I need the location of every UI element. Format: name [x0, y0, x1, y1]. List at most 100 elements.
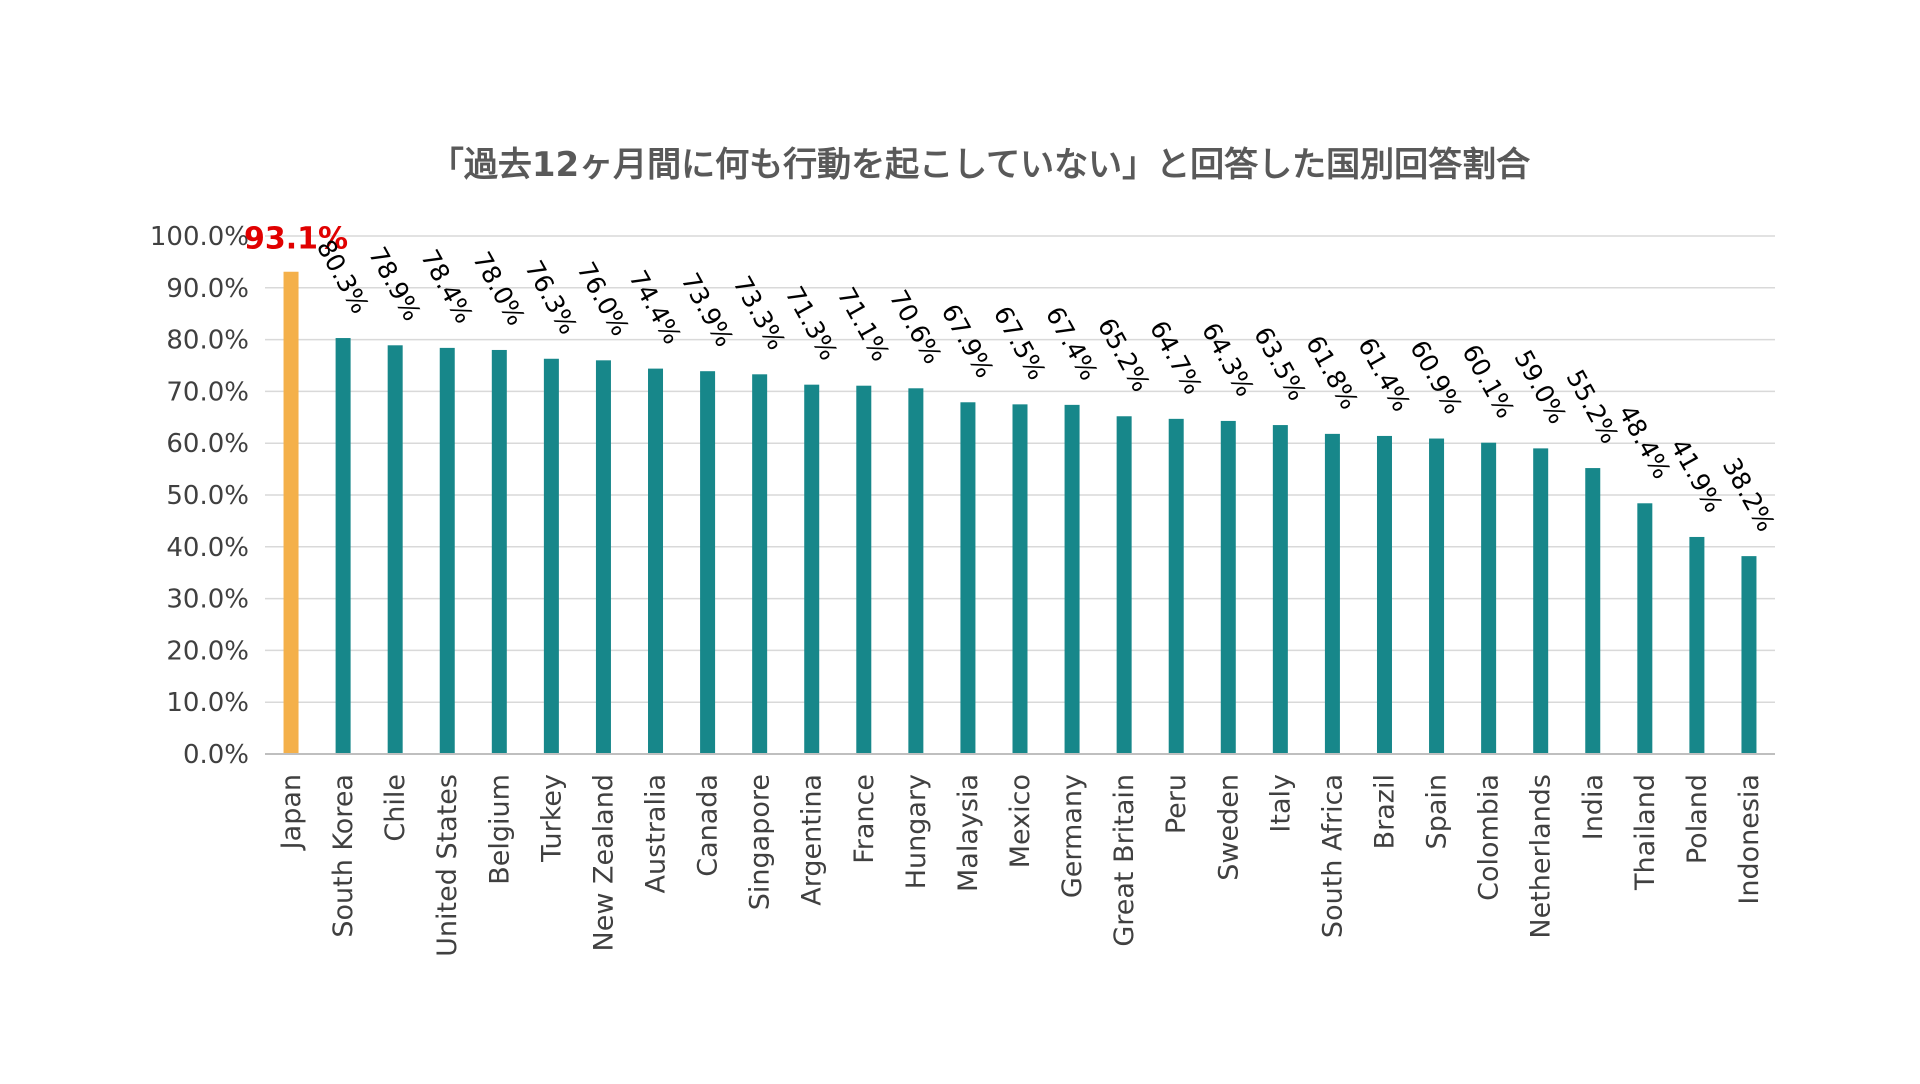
x-tick-label-japan: Japan [276, 774, 307, 851]
data-label-belgium: 78.0% [467, 247, 531, 331]
x-tick-label-india: India [1578, 774, 1609, 840]
y-axis-tick-labels: 0.0% 10.0% 20.0% 30.0% 40.0% 50.0% 60.0% 70.0% 8… [150, 222, 249, 770]
x-tick-label-great-britain: Great Britain [1109, 774, 1140, 947]
y-tick-label-1: 10.0% [166, 688, 249, 718]
x-tick-label-argentina: Argentina [797, 774, 828, 906]
y-tick-label-8: 80.0% [166, 326, 249, 356]
bar-australia [648, 368, 664, 754]
bar-peru [1168, 418, 1184, 754]
data-label-thailand: 48.4% [1613, 400, 1677, 484]
bar-germany [1064, 404, 1080, 754]
bar-chile [387, 345, 403, 754]
data-label-south-korea: 80.3% [311, 235, 375, 319]
x-tick-label-south-africa: South Africa [1317, 774, 1348, 938]
x-tick-label-sweden: Sweden [1213, 774, 1244, 881]
x-tick-label-brazil: Brazil [1369, 774, 1400, 849]
y-tick-label-9: 90.0% [166, 274, 249, 304]
y-tick-label-0: 0.0% [183, 740, 249, 770]
y-tick-label-3: 30.0% [166, 585, 249, 615]
x-tick-label-peru: Peru [1161, 774, 1192, 834]
bar-malaysia [960, 402, 976, 754]
bar-argentina [804, 384, 820, 754]
y-tick-label-2: 20.0% [166, 636, 249, 666]
bar-belgium [491, 349, 507, 754]
y-tick-label-7: 70.0% [166, 377, 249, 407]
bar-south-africa [1324, 433, 1340, 754]
bar-turkey [543, 358, 559, 754]
data-label-united-states: 78.4% [415, 245, 479, 329]
bar-japan [283, 271, 299, 754]
bar-sweden [1220, 420, 1236, 754]
x-tick-label-mexico: Mexico [1005, 774, 1036, 868]
y-tick-label-4: 40.0% [166, 533, 249, 563]
bar-south-korea [335, 338, 351, 754]
x-tick-label-poland: Poland [1682, 774, 1713, 864]
data-label-argentina: 71.3% [779, 282, 843, 366]
x-tick-label-malaysia: Malaysia [953, 774, 984, 892]
data-label-chile: 78.9% [363, 242, 427, 326]
bar-indonesia [1741, 556, 1757, 754]
data-label-south-africa: 61.8% [1300, 331, 1364, 415]
x-axis-category-labels: Japan South Korea Chile United States Belgiu… [276, 774, 1765, 957]
data-label-spain: 60.9% [1404, 335, 1468, 419]
data-label-colombia: 60.1% [1456, 340, 1520, 424]
data-label-netherlands: 59.0% [1508, 345, 1572, 429]
x-tick-label-turkey: Turkey [536, 774, 567, 863]
data-label-sweden: 64.3% [1196, 318, 1260, 402]
bar-spain [1429, 438, 1445, 754]
x-tick-label-thailand: Thailand [1630, 774, 1661, 891]
bar-great-britain [1116, 416, 1132, 754]
data-label-india: 55.2% [1561, 365, 1625, 449]
data-label-japan: 93.1% [244, 222, 348, 257]
x-tick-label-italy: Italy [1265, 774, 1296, 833]
bar-italy [1272, 425, 1288, 754]
x-tick-label-france: France [849, 774, 880, 864]
x-tick-label-colombia: Colombia [1474, 774, 1505, 901]
data-label-new-zealand: 76.0% [571, 257, 635, 341]
data-label-france: 71.1% [832, 283, 896, 367]
chart-title: 「過去12ヶ月間に何も行動を起こしていない」と回答した国別回答割合 [430, 145, 1530, 185]
y-tick-label-5: 50.0% [166, 481, 249, 511]
bar-colombia [1481, 442, 1497, 754]
y-tick-label-6: 60.0% [166, 429, 249, 459]
bars [283, 271, 1757, 754]
x-tick-label-canada: Canada [693, 774, 724, 877]
x-tick-label-indonesia: Indonesia [1734, 774, 1765, 905]
x-tick-label-spain: Spain [1422, 774, 1453, 849]
bar-poland [1689, 536, 1705, 754]
bar-canada [700, 371, 716, 754]
data-label-peru: 64.7% [1144, 316, 1208, 400]
x-tick-label-australia: Australia [641, 774, 672, 893]
data-label-germany: 67.4% [1040, 302, 1104, 386]
x-tick-label-chile: Chile [380, 774, 411, 842]
data-label-singapore: 73.3% [727, 271, 791, 355]
data-label-poland: 41.9% [1665, 434, 1729, 518]
x-tick-label-new-zealand: New Zealand [588, 774, 619, 951]
bar-united-states [439, 347, 455, 754]
x-tick-label-hungary: Hungary [901, 774, 932, 889]
bar-mexico [1012, 404, 1028, 754]
bar-france [856, 385, 872, 754]
data-labels: 93.1%80.3%78.9%78.4%78.0%76.3%76.0%74.4%… [244, 222, 1781, 537]
bar-brazil [1376, 435, 1392, 754]
x-tick-label-netherlands: Netherlands [1526, 774, 1557, 939]
bar-new-zealand [595, 360, 611, 754]
bar-singapore [752, 374, 768, 754]
x-tick-label-germany: Germany [1057, 774, 1088, 898]
data-label-brazil: 61.4% [1352, 333, 1416, 417]
x-tick-label-belgium: Belgium [484, 774, 515, 885]
data-label-great-britain: 65.2% [1092, 313, 1156, 397]
data-label-italy: 63.5% [1248, 322, 1312, 406]
x-tick-label-south-korea: South Korea [328, 774, 359, 938]
data-label-australia: 74.4% [623, 265, 687, 349]
bar-hungary [908, 388, 924, 754]
data-label-malaysia: 67.9% [936, 299, 1000, 383]
bar-india [1585, 468, 1601, 754]
data-label-turkey: 76.3% [519, 256, 583, 340]
x-tick-label-singapore: Singapore [745, 774, 776, 910]
data-label-hungary: 70.6% [884, 285, 948, 369]
y-tick-label-10: 100.0% [150, 222, 249, 252]
bar-netherlands [1533, 448, 1549, 754]
